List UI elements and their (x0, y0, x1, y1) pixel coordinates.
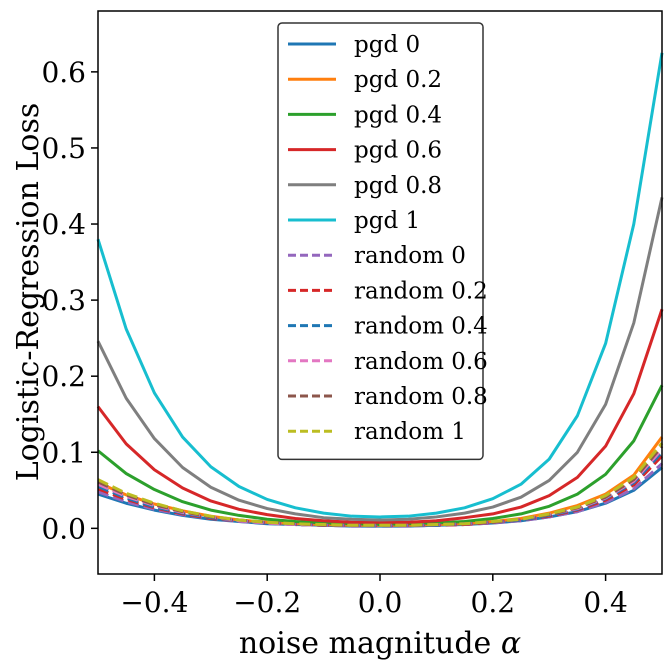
legend-label: random 0.6 (354, 349, 488, 375)
x-tick-label: 0.4 (583, 586, 628, 619)
x-tick-label: −0.4 (120, 586, 188, 619)
legend-label: pgd 0.6 (354, 138, 442, 164)
legend-label: random 0.2 (354, 278, 488, 304)
legend-label: random 0.4 (354, 314, 488, 340)
x-tick-label: 0.2 (471, 586, 516, 619)
series-line-pgd-0-6 (96, 308, 664, 524)
y-tick-label: 0.2 (41, 360, 86, 393)
legend: pgd 0 pgd 0.2 pgd 0.4 pgd 0.6 pgd 0.8 pgd 1 ra… (277, 22, 488, 461)
y-tick-label: 0.3 (41, 284, 86, 317)
legend-label: pgd 0.4 (354, 102, 442, 128)
legend-label: pgd 0.8 (354, 173, 442, 199)
legend-label: random 1 (354, 419, 466, 445)
series-line-pgd-0-8 (96, 197, 664, 522)
y-axis-label: Logistic-Regression Loss (11, 103, 46, 482)
series-line-pgd-1 (96, 52, 664, 519)
legend-label: pgd 0 (354, 32, 420, 58)
legend-label: pgd 0.2 (354, 67, 442, 93)
series-layer (96, 52, 664, 528)
y-tick-label: 0.0 (41, 512, 86, 545)
legend-label: pgd 1 (354, 208, 420, 234)
x-axis-label: noise magnitude α (239, 626, 521, 661)
y-tick-label: 0.4 (41, 208, 86, 241)
y-tick-label: 0.6 (41, 56, 86, 89)
x-tick-label: −0.2 (233, 586, 301, 619)
y-tick-label: 0.1 (41, 436, 86, 469)
y-axis-ticks: 0.0 0.1 0.2 0.3 0.4 0.5 0.6 (41, 56, 98, 545)
legend-frame (277, 22, 484, 461)
y-tick-label: 0.5 (41, 132, 86, 165)
x-axis-ticks: −0.4 −0.2 0.0 0.2 0.4 (120, 574, 628, 619)
series-line-random-1 (97, 442, 664, 527)
x-tick-label: 0.0 (358, 586, 403, 619)
legend-label: random 0.8 (354, 384, 488, 410)
legend-label: random 0 (354, 243, 466, 269)
